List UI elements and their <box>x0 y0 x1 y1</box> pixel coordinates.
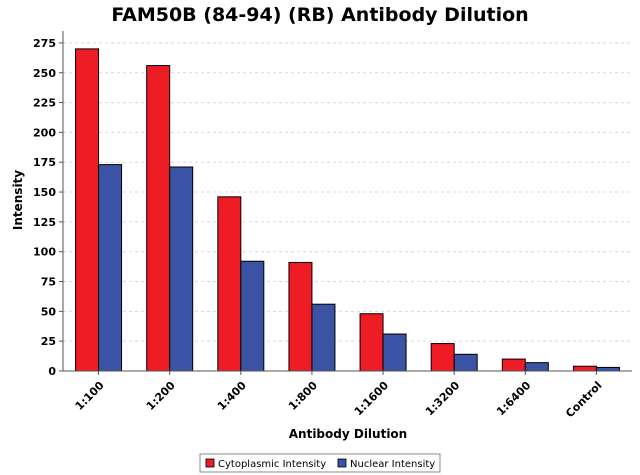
bar-nuclear <box>382 333 407 372</box>
bar-nuclear <box>98 164 123 372</box>
bar-cytoplasmic <box>75 48 100 372</box>
bar-cytoplasmic <box>146 65 171 372</box>
y-tick-label: 75 <box>41 276 56 289</box>
bars <box>75 48 620 372</box>
y-tick-label: 225 <box>33 97 56 110</box>
bar-cytoplasmic <box>217 196 242 372</box>
y-axis-ticks: 0 25 50 75 100 125 150 175 200 225 250 275 <box>33 37 63 378</box>
y-tick-label: 0 <box>48 365 56 378</box>
legend-swatch <box>337 458 347 468</box>
bar-cytoplasmic <box>430 343 455 372</box>
bar-nuclear <box>240 260 265 372</box>
bar-cytoplasmic <box>501 358 526 372</box>
bar-cytoplasmic <box>359 313 384 372</box>
x-axis-title: Antibody Dilution <box>289 427 407 441</box>
bar-nuclear <box>169 166 194 372</box>
y-tick-label: 125 <box>33 216 56 229</box>
y-tick-label: 200 <box>33 126 56 139</box>
bar-nuclear <box>311 303 336 372</box>
y-tick-label: 250 <box>33 67 56 80</box>
chart-title: FAM50B (84-94) (RB) Antibody Dilution <box>111 4 528 26</box>
bar-nuclear <box>453 353 478 372</box>
y-tick-label: 150 <box>33 186 56 199</box>
axes <box>62 31 632 372</box>
y-tick-label: 100 <box>33 246 56 259</box>
y-axis-title: Intensity <box>11 170 25 230</box>
legend: Cytoplasmic Intensity Nuclear Intensity <box>199 453 441 473</box>
y-tick-label: 175 <box>33 156 56 169</box>
y-tick-label: 25 <box>41 335 56 348</box>
bar-cytoplasmic <box>572 365 597 372</box>
legend-box <box>199 453 441 473</box>
legend-label: Cytoplasmic Intensity <box>218 459 326 470</box>
bar-cytoplasmic <box>288 261 313 372</box>
bar-nuclear <box>595 366 620 372</box>
legend-label: Nuclear Intensity <box>350 459 435 470</box>
bar-nuclear <box>524 362 549 372</box>
y-tick-label: 50 <box>41 305 57 318</box>
legend-swatch <box>205 458 215 468</box>
y-tick-label: 275 <box>33 37 56 50</box>
grid-lines <box>63 42 632 342</box>
